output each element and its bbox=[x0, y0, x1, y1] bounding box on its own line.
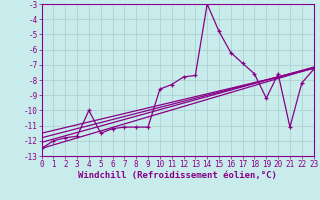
X-axis label: Windchill (Refroidissement éolien,°C): Windchill (Refroidissement éolien,°C) bbox=[78, 171, 277, 180]
